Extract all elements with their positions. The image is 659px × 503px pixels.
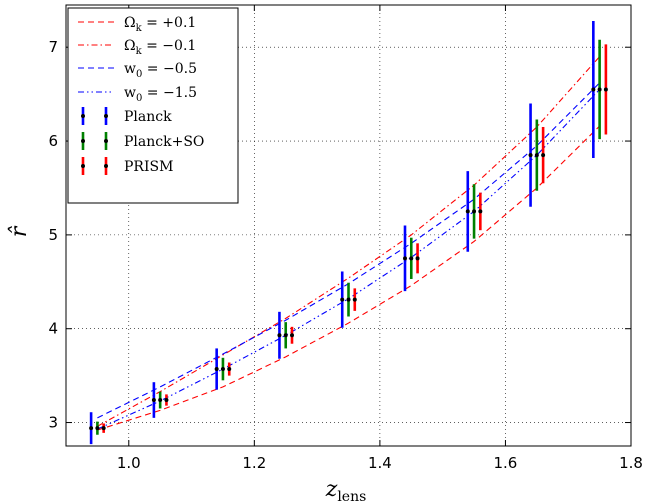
data-point xyxy=(346,297,351,302)
legend-point-swatch xyxy=(81,139,85,143)
line-series-3 xyxy=(97,89,601,430)
line-series-1 xyxy=(97,56,601,427)
data-point xyxy=(478,209,483,214)
legend-point-swatch xyxy=(104,139,108,143)
data-point xyxy=(214,367,219,372)
data-point xyxy=(541,153,546,158)
x-tick-label: 1.4 xyxy=(368,454,392,472)
data-point xyxy=(409,256,414,261)
data-point xyxy=(403,256,407,261)
legend-label-0: Ωk = +0.1 xyxy=(124,15,196,34)
legend-label-3: w0 = −1.5 xyxy=(124,85,197,104)
legend-point-swatch xyxy=(81,164,85,168)
data-point xyxy=(290,333,294,338)
x-tick-label: 1.8 xyxy=(619,454,643,472)
x-tick-label: 1.0 xyxy=(117,454,141,472)
data-point xyxy=(151,398,156,403)
errorbars xyxy=(89,20,608,445)
axis-ticks: 1.0 1.2 1.4 1.6 1.8 3 4 5 6 7 xyxy=(48,5,643,472)
legend: Ωk = +0.1 Ωk = −0.1 w0 = −0.5 w0 = −1.5 Plan… xyxy=(67,7,239,204)
data-point xyxy=(227,367,232,372)
data-point xyxy=(101,426,106,431)
data-point xyxy=(465,209,470,214)
data-point xyxy=(352,297,357,302)
data-point xyxy=(283,333,288,338)
legend-label-6: PRISM xyxy=(124,159,173,175)
y-tick-label: 6 xyxy=(48,132,58,150)
x-tick-label: 1.6 xyxy=(494,454,518,472)
data-point xyxy=(597,87,602,92)
legend-label-1: Ωk = −0.1 xyxy=(124,38,196,57)
y-tick-label: 5 xyxy=(48,226,58,244)
y-axis-label: r̂ xyxy=(7,225,32,237)
data-point xyxy=(534,153,539,158)
data-point xyxy=(472,209,477,214)
legend-label-5: Planck+SO xyxy=(124,134,204,150)
legend-point-swatch xyxy=(81,114,85,118)
legend-label-2: w0 = −0.5 xyxy=(124,61,197,80)
y-tick-label: 3 xyxy=(48,414,58,432)
data-point xyxy=(603,87,608,92)
data-point xyxy=(158,398,163,403)
data-point xyxy=(164,398,169,403)
data-point xyxy=(528,153,533,158)
data-point xyxy=(89,426,94,431)
x-axis-label: zlens xyxy=(325,477,367,503)
y-tick-label: 4 xyxy=(48,320,58,338)
data-point xyxy=(220,367,225,372)
data-point xyxy=(415,256,420,261)
legend-point-swatch xyxy=(104,164,108,168)
y-tick-label: 7 xyxy=(48,38,58,56)
legend-label-4: Planck xyxy=(124,109,172,125)
data-point xyxy=(95,426,100,431)
line-series-0 xyxy=(97,125,600,431)
data-point xyxy=(277,333,282,338)
data-point xyxy=(591,87,596,92)
plot-frame xyxy=(65,4,632,447)
x-tick-label: 1.2 xyxy=(242,454,266,472)
legend-box xyxy=(67,7,239,204)
data-point xyxy=(340,297,345,302)
legend-point-swatch xyxy=(104,114,108,118)
